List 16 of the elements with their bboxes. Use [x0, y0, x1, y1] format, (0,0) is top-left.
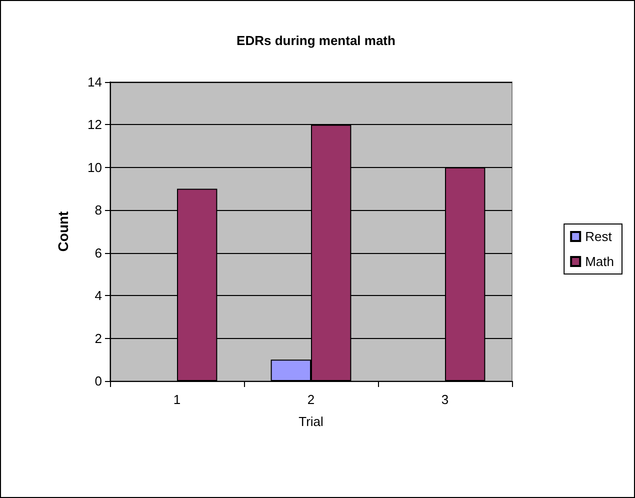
y-tick-label: 10 — [88, 160, 102, 175]
x-tick-label: 3 — [441, 392, 449, 407]
y-tick-label: 0 — [94, 374, 102, 388]
y-tick-label: 2 — [94, 330, 102, 346]
y-tick-label: 8 — [94, 202, 102, 218]
legend-label: Math — [585, 254, 614, 269]
y-tick-label: 4 — [94, 288, 102, 304]
y-axis-title: Count — [55, 210, 71, 252]
chart-title: EDRs during mental math — [236, 33, 396, 48]
y-tick-label: 12 — [88, 117, 102, 132]
legend-label: Rest — [585, 229, 612, 244]
x-tick-label: 1 — [173, 392, 181, 407]
y-tick-label: 14 — [88, 74, 102, 90]
x-axis-title: Trial — [298, 414, 324, 429]
y-tick-label: 6 — [94, 245, 102, 260]
x-tick-label: 2 — [307, 392, 315, 407]
